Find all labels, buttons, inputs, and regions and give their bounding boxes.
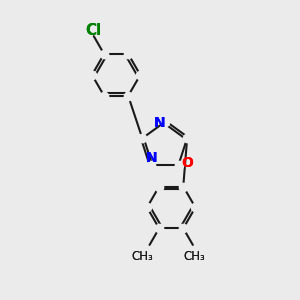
Text: N: N (146, 151, 157, 165)
Text: O: O (181, 156, 193, 170)
Text: N: N (146, 151, 157, 165)
Text: Cl: Cl (85, 23, 102, 38)
Text: O: O (181, 156, 193, 170)
Text: CH₃: CH₃ (183, 250, 205, 263)
Text: CH₃: CH₃ (183, 250, 205, 263)
Text: N: N (154, 116, 165, 130)
Text: CH₃: CH₃ (131, 250, 153, 263)
Text: N: N (154, 116, 165, 130)
Text: Cl: Cl (85, 23, 102, 38)
Text: CH₃: CH₃ (131, 250, 153, 263)
